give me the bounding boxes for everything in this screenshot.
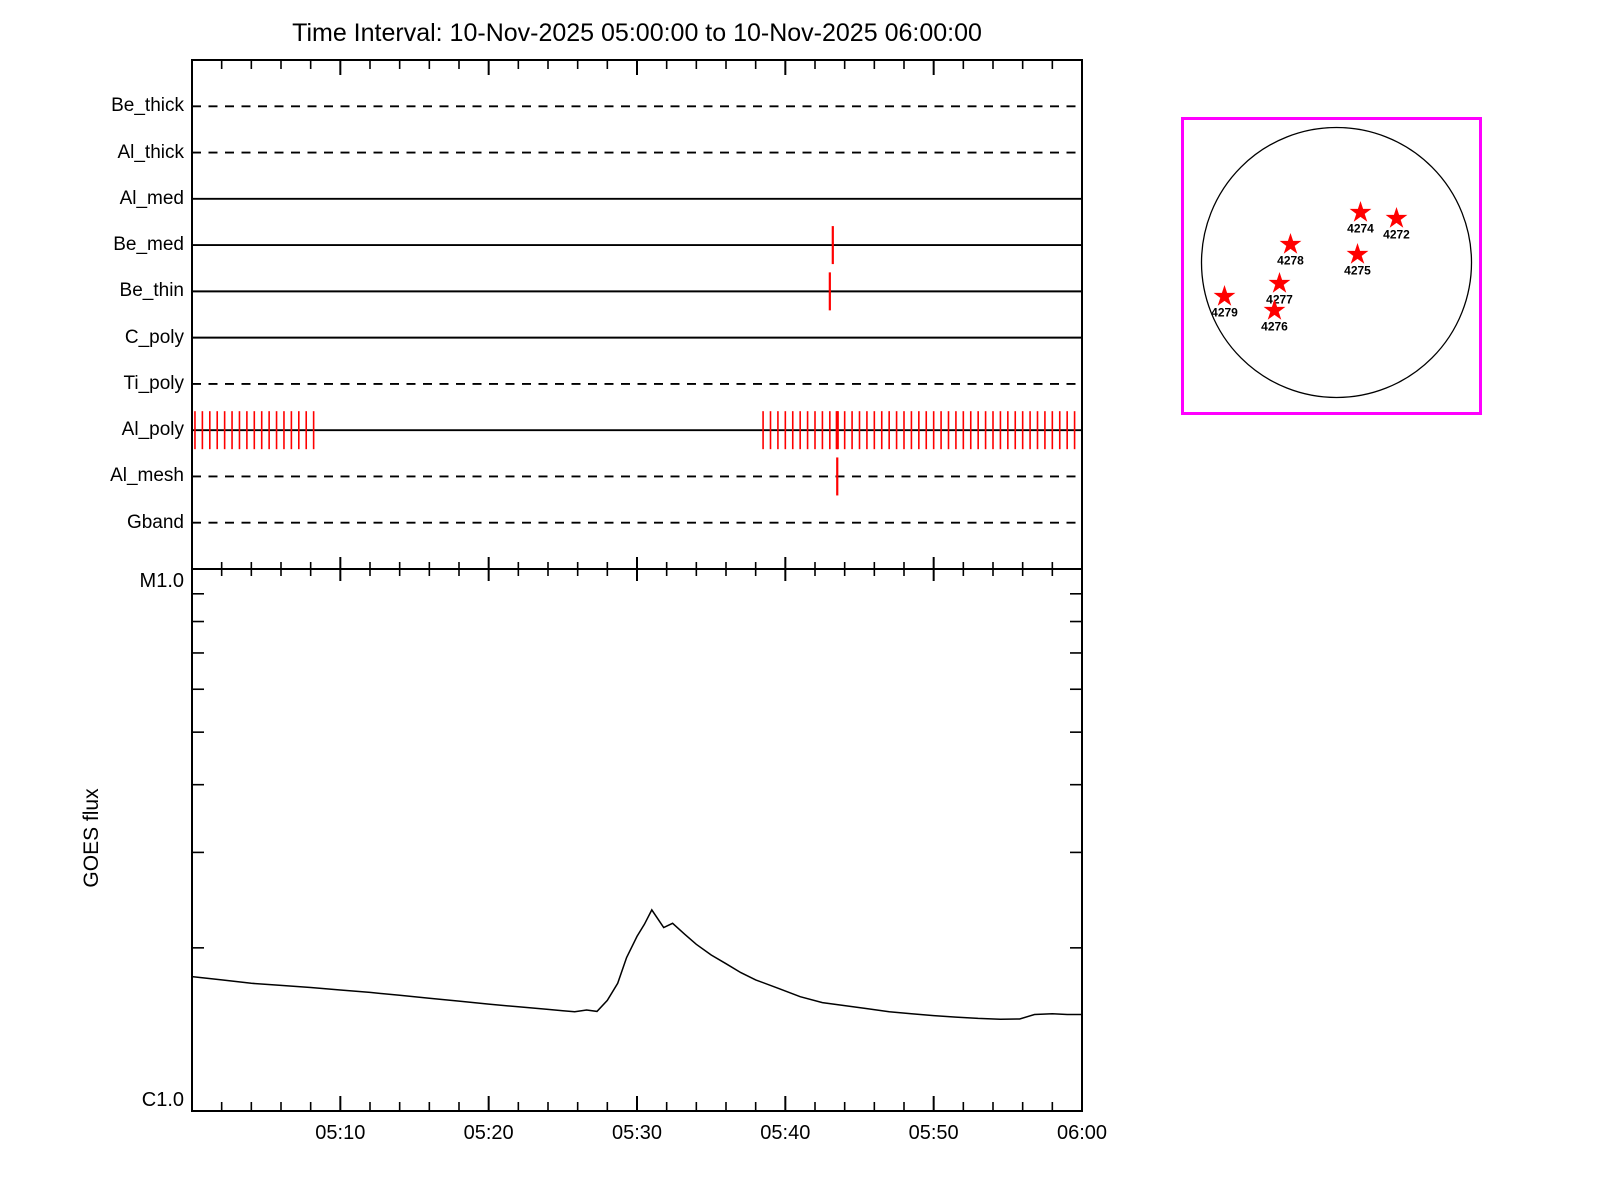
filter-label-be_thick: Be_thick: [111, 95, 184, 117]
time-label-0520: 05:20: [463, 1122, 514, 1144]
inset-border: [1181, 117, 1482, 415]
time-label-0600: 06:00: [1056, 1122, 1108, 1144]
time-label-0550: 05:50: [908, 1122, 959, 1144]
timeline-frame: [191, 59, 1083, 570]
goes-frame: [191, 568, 1083, 1112]
active-region-label-4278: 4278: [1277, 254, 1304, 268]
time-label-0540: 05:40: [760, 1122, 811, 1144]
active-region-star-4279: [1213, 285, 1236, 306]
time-label-0510: 05:10: [315, 1122, 366, 1144]
active-region-label-4279: 4279: [1211, 306, 1238, 320]
active-region-label-4275: 4275: [1344, 264, 1371, 278]
solar-disk-limb: [1200, 126, 1473, 399]
filter-label-al_thick: Al_thick: [117, 141, 184, 163]
active-region-star-4274: [1349, 201, 1372, 222]
goes-flux-curve: [191, 908, 1082, 1020]
observation-ticks-al_poly: [194, 411, 1076, 450]
time-label-0530: 05:30: [611, 1122, 663, 1144]
goes-y-minor-ticks: [192, 593, 1082, 949]
filter-label-c_poly: C_poly: [124, 326, 184, 348]
filter-label-be_med: Be_med: [113, 234, 184, 256]
plot-title: Time Interval: 10-Nov-2025 05:00:00 to 1…: [292, 19, 982, 47]
filter-label-al_poly: Al_poly: [121, 419, 184, 441]
filter-label-al_med: Al_med: [119, 187, 184, 209]
goes-ymax-label: M1.0: [139, 570, 184, 592]
solar-disk-inset: 4274 4272 4278 4275 4277 4279 4276: [1181, 117, 1482, 415]
active-region-label-4272: 4272: [1383, 228, 1410, 242]
goes-ymin-label: C1.0: [141, 1089, 184, 1111]
filter-label-ti_poly: Ti_poly: [123, 372, 184, 394]
filter-label-be_thin: Be_thin: [119, 280, 184, 302]
x-axis-ticks: [220, 60, 1054, 1111]
active-region-star-4276: [1263, 299, 1286, 320]
timeline-rows: [192, 105, 1082, 524]
filter-label-gband: Gband: [126, 511, 184, 533]
active-region-star-4275: [1346, 243, 1369, 264]
active-region-star-4272: [1385, 207, 1408, 228]
active-region-star-4277: [1268, 272, 1291, 293]
active-region-label-4274: 4274: [1347, 222, 1374, 236]
active-region-star-4278: [1279, 233, 1302, 254]
filter-label-al_mesh: Al_mesh: [110, 465, 184, 487]
active-region-label-4277: 4277: [1266, 293, 1293, 307]
active-region-label-4276: 4276: [1261, 320, 1288, 334]
